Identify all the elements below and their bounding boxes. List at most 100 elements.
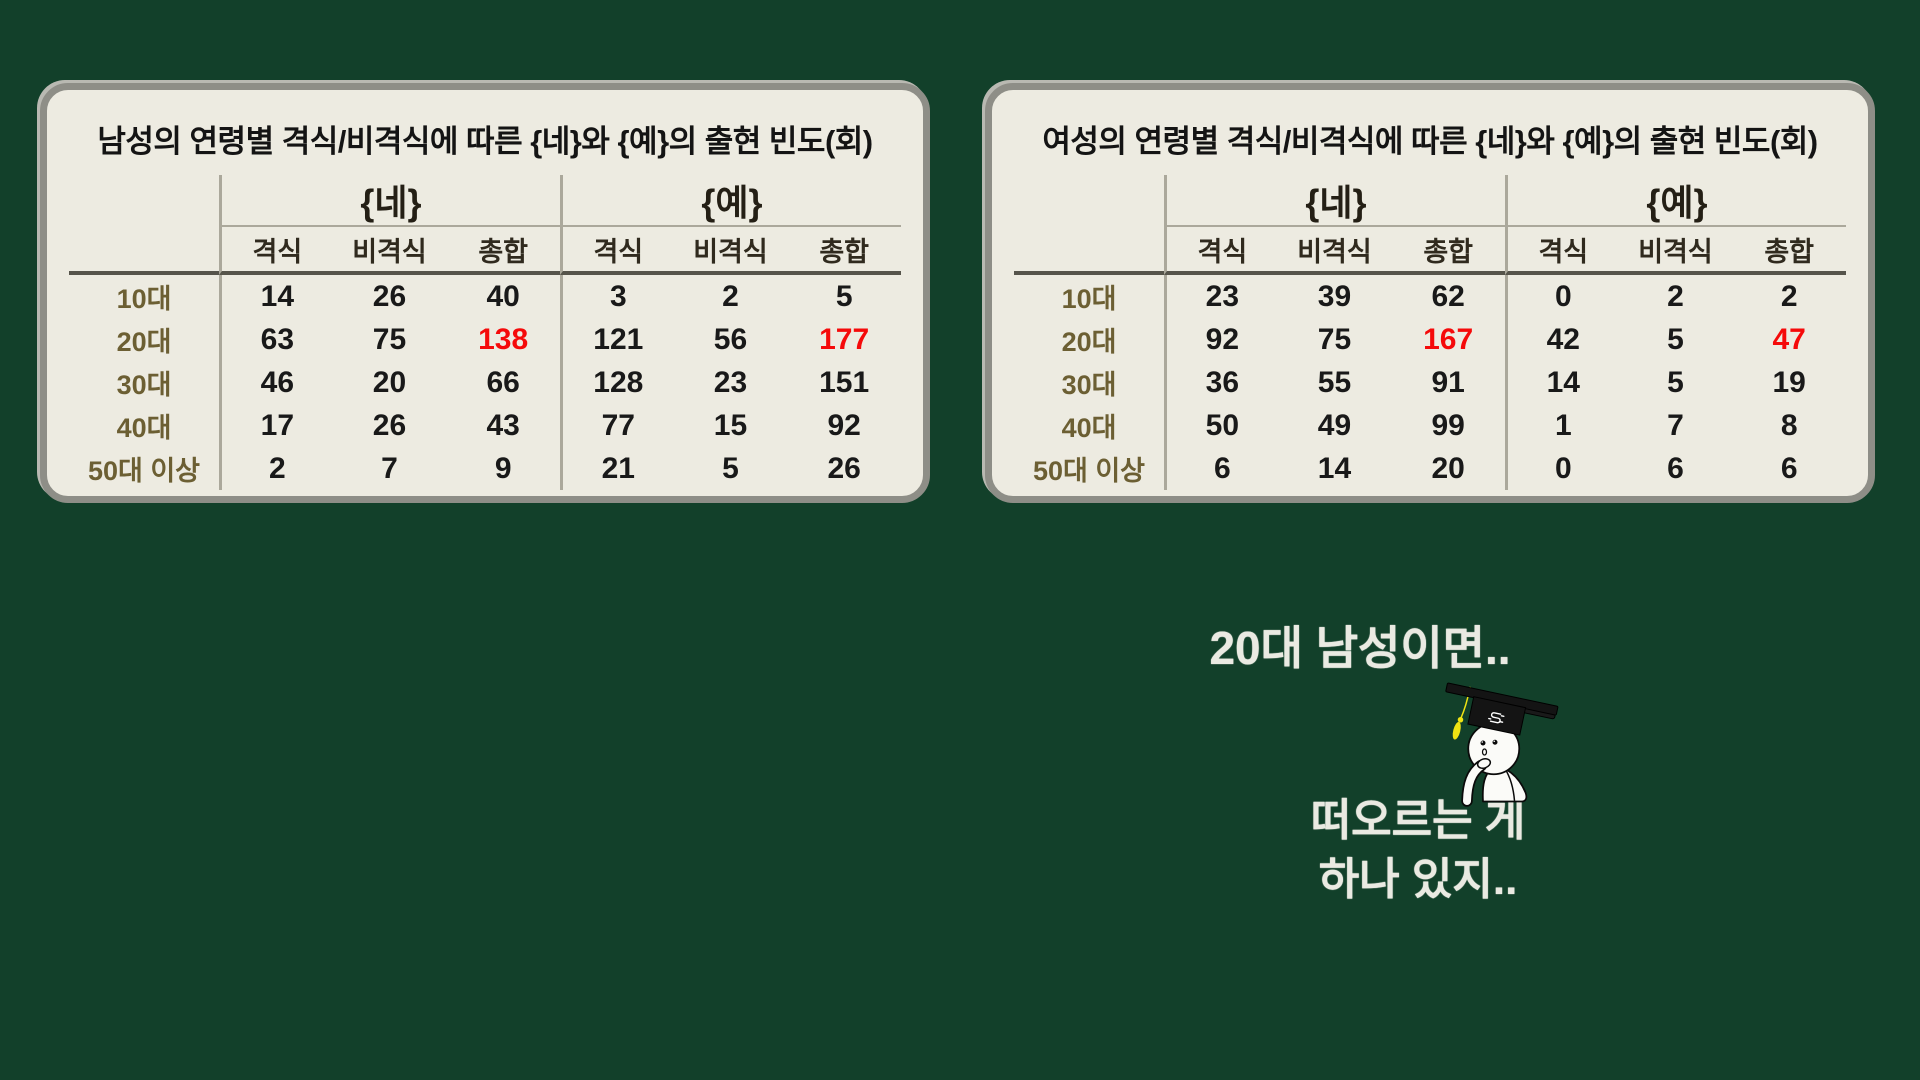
row-label: 10대 xyxy=(1061,284,1117,314)
table-value: 6 xyxy=(1164,447,1278,490)
table-value: 19 xyxy=(1772,365,1806,399)
row-label: 10대 xyxy=(116,284,172,314)
table-value: 49 xyxy=(1317,408,1352,442)
table-value: 6 xyxy=(1780,451,1798,485)
character-arm xyxy=(1461,758,1492,807)
table-value: 3 xyxy=(559,275,674,318)
table-value: 62 xyxy=(1431,279,1465,313)
sub-column-header: 비격식 xyxy=(1618,227,1733,275)
speech-line-2: 떠오르는 게 xyxy=(1310,796,1526,845)
table-value: 92 xyxy=(827,408,861,442)
table-value: 77 xyxy=(559,404,674,447)
table-value: 8 xyxy=(1780,408,1798,442)
row-label: 50대 이상 xyxy=(1032,456,1146,486)
table-value: 9 xyxy=(494,451,512,485)
table-value: 6 xyxy=(1667,451,1684,485)
table-value: 5 xyxy=(1667,322,1684,356)
right-eye xyxy=(1492,739,1498,745)
table-value: 5 xyxy=(1667,365,1684,399)
column-group-header: {네} xyxy=(219,175,560,227)
table-corner-cell xyxy=(1014,175,1164,227)
female-table-panel: 여성의 연령별 격식/비격식에 따른 {네}와 {예}의 출현 빈도(회) {네… xyxy=(985,83,1875,503)
row-label: 40대 xyxy=(1061,413,1117,443)
table-value: 47 xyxy=(1772,322,1806,356)
male-table-title: 남성의 연령별 격식/비격식에 따른 {네}와 {예}의 출현 빈도(회) xyxy=(97,124,873,159)
row-label: 30대 xyxy=(1061,370,1117,400)
table-value: 36 xyxy=(1164,361,1278,404)
left-eye xyxy=(1480,740,1486,746)
table-value: 39 xyxy=(1317,279,1352,313)
table-value: 5 xyxy=(835,279,853,313)
table-value: 2 xyxy=(1667,279,1684,313)
sub-column-header: 격식 xyxy=(1164,227,1278,275)
sub-column-header: 격식 xyxy=(219,227,333,275)
graduation-cap-icon xyxy=(1445,682,1559,736)
row-label: 20대 xyxy=(116,327,172,357)
table-value: 43 xyxy=(486,408,520,442)
table-value: 50 xyxy=(1164,404,1278,447)
table-value: 2 xyxy=(722,279,739,313)
table-value: 20 xyxy=(372,365,407,399)
table-value: 151 xyxy=(819,365,870,399)
character-hand xyxy=(1476,758,1492,769)
male-table-panel: 남성의 연령별 격식/비격식에 따른 {네}와 {예}의 출현 빈도(회) {네… xyxy=(40,83,930,503)
cap-logo xyxy=(1488,712,1505,724)
column-group-header: {예} xyxy=(1504,175,1846,227)
table-value: 5 xyxy=(722,451,739,485)
row-label: 20대 xyxy=(1061,327,1117,357)
row-label: 30대 xyxy=(116,370,172,400)
sub-column-header: 격식 xyxy=(1504,227,1619,275)
table-value: 91 xyxy=(1431,365,1465,399)
table-value: 7 xyxy=(381,451,398,485)
table-value: 177 xyxy=(819,322,870,356)
female-table: {네} {예} 격식 비격식 총합 격식 비격식 총합 10대 23 39 62 0 2 2 20대 92 75 1… xyxy=(1014,175,1846,490)
table-value: 55 xyxy=(1317,365,1352,399)
mouth xyxy=(1481,748,1488,756)
table-value: 138 xyxy=(478,322,529,356)
table-value: 46 xyxy=(219,361,333,404)
table-value: 17 xyxy=(219,404,333,447)
table-value: 75 xyxy=(1317,322,1352,356)
table-value: 56 xyxy=(713,322,748,356)
speech-line-1: 20대 남성이면.. xyxy=(1209,622,1511,674)
sub-column-header: 비격식 xyxy=(673,227,788,275)
female-table-title: 여성의 연령별 격식/비격식에 따른 {네}와 {예}의 출현 빈도(회) xyxy=(1042,124,1818,159)
sub-column-header: 비격식 xyxy=(1277,227,1392,275)
table-corner-cell xyxy=(69,227,219,275)
sub-column-header: 총합 xyxy=(446,227,560,275)
table-corner-cell xyxy=(1014,227,1164,275)
table-value: 26 xyxy=(827,451,861,485)
speech-line-3: 하나 있지.. xyxy=(1318,854,1518,904)
table-value: 66 xyxy=(486,365,520,399)
table-value: 26 xyxy=(372,408,407,442)
table-value: 121 xyxy=(559,318,674,361)
table-value: 23 xyxy=(713,365,748,399)
table-value: 63 xyxy=(219,318,333,361)
sub-column-header: 격식 xyxy=(559,227,674,275)
column-group-header: {예} xyxy=(559,175,901,227)
table-value: 21 xyxy=(559,447,674,490)
table-value: 92 xyxy=(1164,318,1278,361)
table-value: 15 xyxy=(713,408,748,442)
row-label: 40대 xyxy=(116,413,172,443)
table-value: 42 xyxy=(1504,318,1619,361)
column-group-header: {네} xyxy=(1164,175,1505,227)
table-value: 40 xyxy=(486,279,520,313)
table-corner-cell xyxy=(69,175,219,227)
table-value: 75 xyxy=(372,322,407,356)
table-value: 0 xyxy=(1504,275,1619,318)
speech-block: 떠오르는 게 하나 있지.. xyxy=(1268,792,1568,909)
table-value: 167 xyxy=(1423,322,1474,356)
table-value: 14 xyxy=(1317,451,1352,485)
character-illustration xyxy=(1445,682,1559,807)
table-value: 2 xyxy=(219,447,333,490)
sub-column-header: 비격식 xyxy=(332,227,447,275)
row-label: 50대 이상 xyxy=(87,456,201,486)
table-value: 0 xyxy=(1504,447,1619,490)
table-value: 2 xyxy=(1780,279,1798,313)
sub-column-header: 총합 xyxy=(1391,227,1505,275)
cap-band xyxy=(1467,696,1527,736)
table-value: 1 xyxy=(1504,404,1619,447)
male-table: {네} {예} 격식 비격식 총합 격식 비격식 총합 10대 14 26 40 3 2 5 20대 63 75 1… xyxy=(69,175,901,490)
table-value: 128 xyxy=(559,361,674,404)
